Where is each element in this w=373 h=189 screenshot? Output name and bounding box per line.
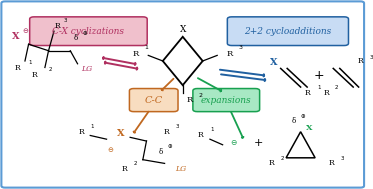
Text: R: R <box>198 132 204 139</box>
Text: 2: 2 <box>199 93 203 98</box>
Text: expansions: expansions <box>201 96 251 105</box>
Text: R: R <box>329 159 334 167</box>
Text: 1: 1 <box>90 124 94 129</box>
Text: R: R <box>358 57 363 65</box>
Text: 2+2 cycloadditions: 2+2 cycloadditions <box>244 27 332 36</box>
Text: X: X <box>12 32 20 41</box>
Text: C-C: C-C <box>145 96 163 105</box>
Text: 3: 3 <box>176 124 179 129</box>
Text: +: + <box>313 69 324 82</box>
Text: R: R <box>187 96 193 104</box>
Text: R: R <box>78 128 84 136</box>
Text: R: R <box>15 64 21 72</box>
Text: ⊕: ⊕ <box>300 114 305 119</box>
FancyBboxPatch shape <box>228 17 348 46</box>
Text: R: R <box>55 22 60 30</box>
Text: R: R <box>31 71 37 79</box>
Text: C-X cyclizations: C-X cyclizations <box>53 27 125 36</box>
Text: X: X <box>270 58 277 67</box>
FancyBboxPatch shape <box>30 17 147 46</box>
Text: ⊕: ⊕ <box>82 32 87 36</box>
Text: ⊖: ⊖ <box>230 138 237 147</box>
Text: ⊖: ⊖ <box>107 147 113 153</box>
Text: ⊕: ⊕ <box>168 144 172 149</box>
Text: LG: LG <box>175 165 186 173</box>
FancyBboxPatch shape <box>193 88 260 112</box>
Text: 3: 3 <box>341 156 344 161</box>
Text: 1: 1 <box>29 60 32 65</box>
Text: R: R <box>227 50 233 57</box>
Text: 1: 1 <box>317 85 320 91</box>
Text: LG: LG <box>81 65 92 73</box>
Text: 1: 1 <box>210 127 213 132</box>
Text: X: X <box>307 124 313 132</box>
Text: δ: δ <box>159 148 163 156</box>
Text: 2: 2 <box>335 85 339 91</box>
Text: R: R <box>269 159 275 167</box>
Text: 2: 2 <box>281 156 284 161</box>
Text: R: R <box>323 89 329 97</box>
Text: R: R <box>163 128 169 136</box>
Text: 3: 3 <box>370 55 373 60</box>
Text: δ: δ <box>291 117 295 125</box>
Text: 3: 3 <box>63 18 67 22</box>
Text: 2: 2 <box>134 161 137 166</box>
Text: 2: 2 <box>48 67 52 72</box>
FancyBboxPatch shape <box>1 1 364 188</box>
Text: ⊖: ⊖ <box>22 28 28 34</box>
Text: R: R <box>122 165 128 173</box>
Text: δ: δ <box>73 34 78 42</box>
Text: 1: 1 <box>144 45 148 50</box>
Text: +: + <box>254 138 264 148</box>
Text: 3: 3 <box>239 45 243 50</box>
Text: X: X <box>117 129 125 138</box>
Text: X: X <box>179 25 186 34</box>
Text: R: R <box>305 89 311 97</box>
Text: R: R <box>132 50 139 57</box>
FancyBboxPatch shape <box>129 88 178 112</box>
